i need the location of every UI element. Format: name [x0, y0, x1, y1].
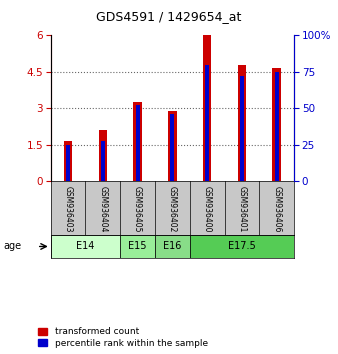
- Text: GSM936405: GSM936405: [133, 185, 142, 232]
- Bar: [64, 141, 72, 181]
- Bar: [205, 65, 209, 181]
- Bar: [203, 35, 212, 181]
- Text: GSM936401: GSM936401: [237, 185, 246, 232]
- FancyBboxPatch shape: [51, 234, 120, 258]
- Text: GSM936406: GSM936406: [272, 185, 281, 232]
- Bar: [66, 145, 70, 181]
- Text: GSM936404: GSM936404: [98, 185, 107, 232]
- Text: E15: E15: [128, 241, 147, 251]
- Text: GSM936403: GSM936403: [64, 185, 73, 232]
- Bar: [240, 76, 244, 181]
- Bar: [238, 65, 246, 181]
- Bar: [274, 72, 279, 181]
- Bar: [133, 102, 142, 181]
- Bar: [272, 68, 281, 181]
- Bar: [101, 141, 105, 181]
- FancyBboxPatch shape: [190, 234, 294, 258]
- Text: E14: E14: [76, 241, 95, 251]
- Text: E16: E16: [163, 241, 182, 251]
- Legend: transformed count, percentile rank within the sample: transformed count, percentile rank withi…: [38, 327, 208, 348]
- Bar: [136, 105, 140, 181]
- Text: GSM936402: GSM936402: [168, 185, 177, 232]
- Text: age: age: [3, 241, 22, 251]
- Text: GDS4591 / 1429654_at: GDS4591 / 1429654_at: [96, 10, 242, 23]
- Bar: [168, 111, 177, 181]
- FancyBboxPatch shape: [155, 234, 190, 258]
- Bar: [98, 130, 107, 181]
- Text: GSM936400: GSM936400: [203, 185, 212, 232]
- Text: E17.5: E17.5: [228, 241, 256, 251]
- Bar: [170, 114, 174, 181]
- FancyBboxPatch shape: [120, 234, 155, 258]
